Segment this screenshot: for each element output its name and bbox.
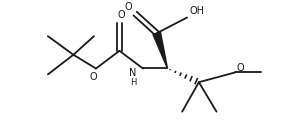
Text: N: N bbox=[130, 68, 137, 78]
Polygon shape bbox=[153, 32, 168, 68]
Text: OH: OH bbox=[189, 6, 204, 16]
Text: H: H bbox=[130, 78, 136, 87]
Text: O: O bbox=[124, 2, 132, 12]
Text: O: O bbox=[236, 63, 244, 73]
Text: O: O bbox=[118, 10, 125, 20]
Text: O: O bbox=[89, 72, 97, 82]
